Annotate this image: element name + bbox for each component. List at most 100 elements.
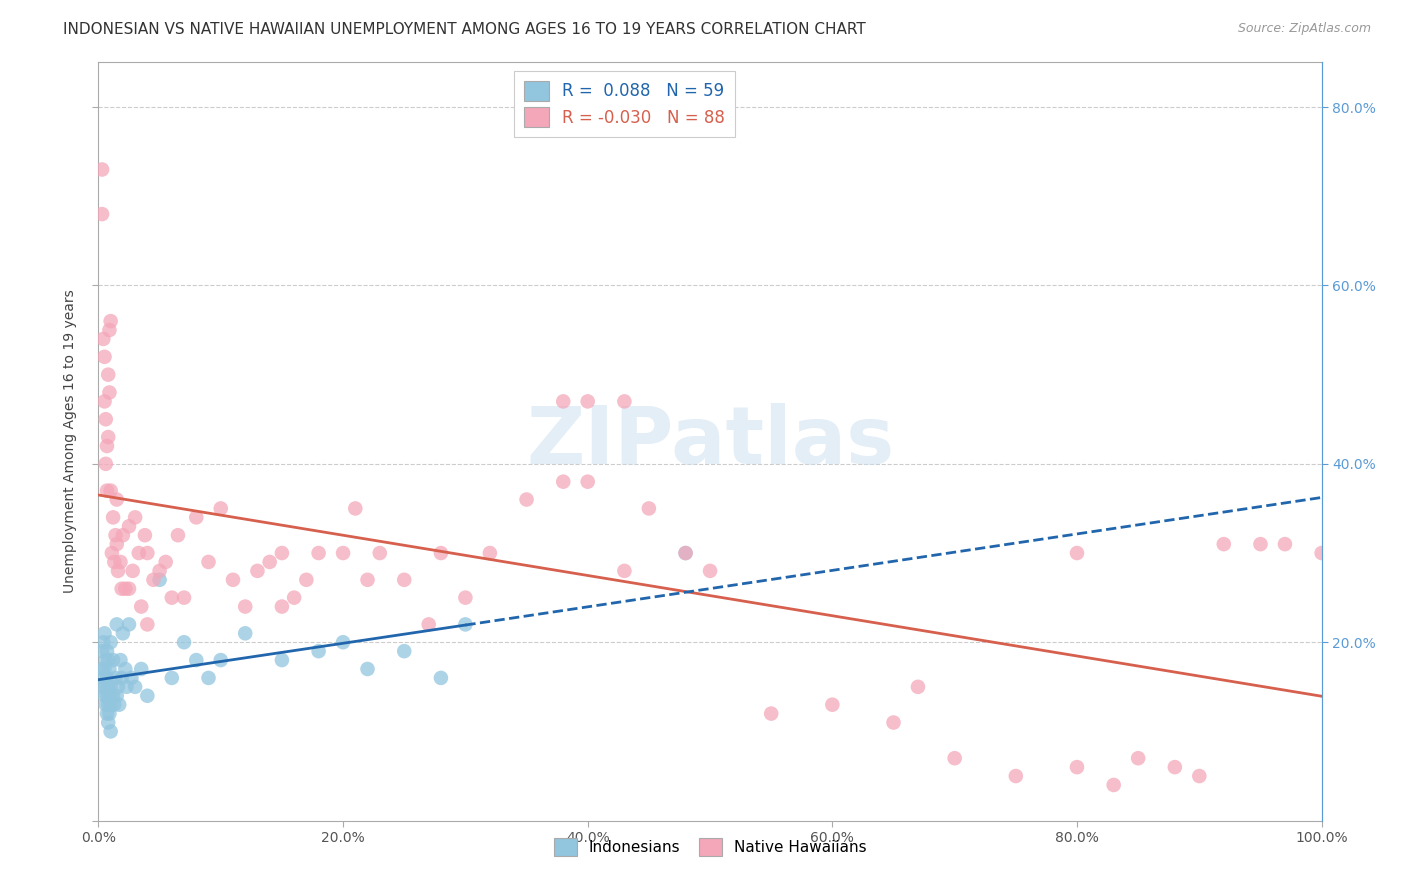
- Point: [1188, 769, 1211, 783]
- Point: [637, 501, 661, 516]
- Point: [454, 591, 477, 605]
- Point: [103, 698, 125, 712]
- Point: [97, 715, 120, 730]
- Point: [675, 546, 697, 560]
- Point: [96, 671, 118, 685]
- Point: [97, 698, 120, 712]
- Point: [368, 546, 391, 560]
- Point: [100, 483, 122, 498]
- Point: [100, 635, 122, 649]
- Point: [105, 492, 128, 507]
- Point: [197, 671, 219, 685]
- Legend: Indonesians, Native Hawaiians: Indonesians, Native Hawaiians: [547, 831, 873, 863]
- Point: [107, 564, 129, 578]
- Point: [821, 698, 844, 712]
- Point: [515, 492, 537, 507]
- Point: [167, 528, 190, 542]
- Point: [104, 671, 127, 685]
- Point: [1164, 760, 1187, 774]
- Point: [186, 510, 208, 524]
- Point: [101, 653, 124, 667]
- Point: [94, 653, 117, 667]
- Point: [1066, 760, 1088, 774]
- Point: [1249, 537, 1271, 551]
- Point: [1274, 537, 1296, 551]
- Point: [308, 546, 330, 560]
- Point: [96, 644, 118, 658]
- Point: [270, 653, 294, 667]
- Point: [97, 653, 120, 667]
- Point: [111, 671, 134, 685]
- Point: [186, 653, 208, 667]
- Point: [209, 653, 232, 667]
- Point: [93, 626, 115, 640]
- Point: [356, 573, 378, 587]
- Point: [107, 680, 129, 694]
- Point: [114, 582, 136, 596]
- Point: [108, 698, 131, 712]
- Point: [94, 412, 117, 426]
- Point: [1310, 546, 1333, 560]
- Point: [128, 546, 150, 560]
- Point: [105, 689, 128, 703]
- Point: [907, 680, 929, 694]
- Point: [478, 546, 501, 560]
- Point: [197, 555, 219, 569]
- Point: [96, 706, 118, 721]
- Point: [105, 617, 128, 632]
- Point: [295, 573, 318, 587]
- Point: [94, 457, 117, 471]
- Point: [454, 617, 477, 632]
- Point: [100, 724, 122, 739]
- Point: [155, 555, 177, 569]
- Point: [160, 591, 183, 605]
- Point: [91, 207, 114, 221]
- Point: [136, 689, 159, 703]
- Point: [94, 680, 117, 694]
- Point: [222, 573, 245, 587]
- Point: [96, 689, 118, 703]
- Point: [118, 582, 141, 596]
- Point: [98, 662, 121, 676]
- Point: [160, 671, 183, 685]
- Point: [100, 314, 122, 328]
- Point: [392, 573, 416, 587]
- Point: [103, 555, 125, 569]
- Point: [129, 662, 152, 676]
- Point: [283, 591, 305, 605]
- Point: [93, 689, 115, 703]
- Point: [124, 680, 146, 694]
- Point: [110, 653, 132, 667]
- Point: [553, 394, 575, 409]
- Point: [943, 751, 966, 765]
- Point: [91, 635, 114, 649]
- Point: [553, 475, 575, 489]
- Point: [129, 599, 152, 614]
- Point: [104, 528, 127, 542]
- Point: [91, 162, 114, 177]
- Point: [98, 323, 121, 337]
- Point: [118, 519, 141, 533]
- Point: [97, 430, 120, 444]
- Point: [96, 483, 118, 498]
- Point: [111, 528, 134, 542]
- Point: [270, 599, 294, 614]
- Point: [91, 662, 114, 676]
- Point: [115, 680, 138, 694]
- Point: [96, 439, 118, 453]
- Point: [97, 680, 120, 694]
- Point: [613, 394, 636, 409]
- Point: [173, 635, 195, 649]
- Point: [332, 635, 354, 649]
- Point: [142, 573, 165, 587]
- Point: [149, 573, 172, 587]
- Point: [1066, 546, 1088, 560]
- Point: [97, 368, 120, 382]
- Point: [233, 599, 256, 614]
- Point: [136, 546, 159, 560]
- Point: [101, 510, 124, 524]
- Point: [430, 671, 453, 685]
- Point: [576, 475, 599, 489]
- Point: [134, 528, 156, 542]
- Point: [332, 546, 354, 560]
